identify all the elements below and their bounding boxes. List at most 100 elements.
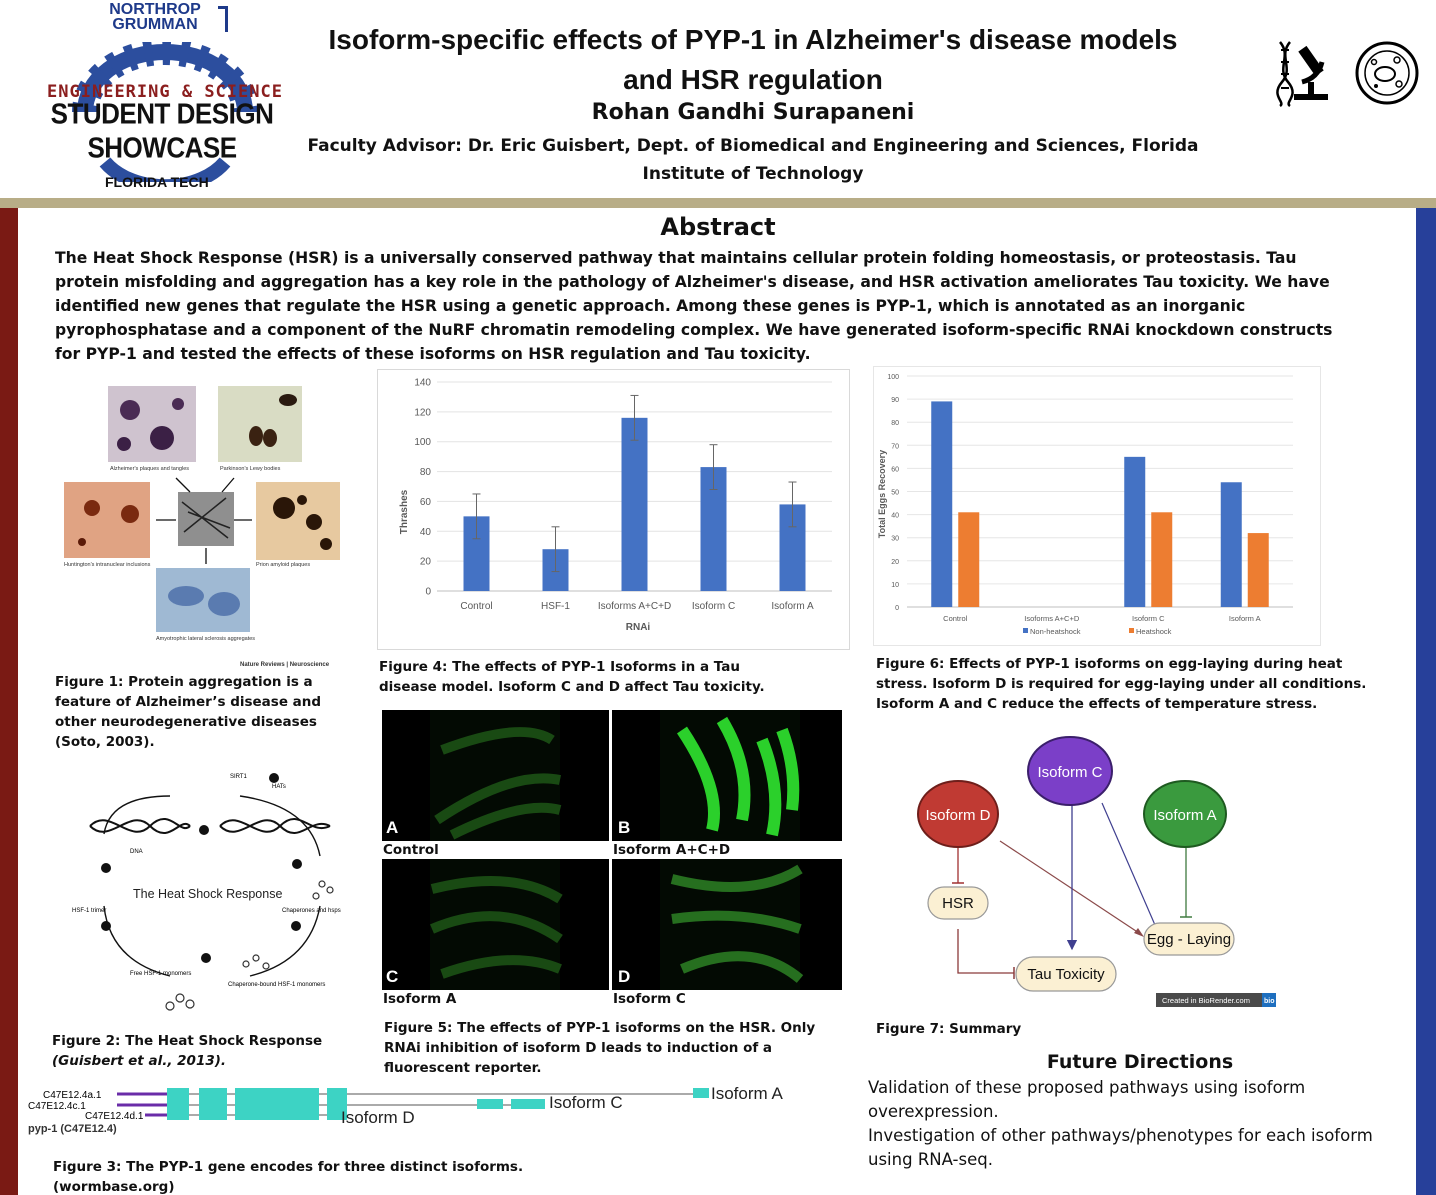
logo-bracket <box>218 6 228 32</box>
figure3-gene-model: C47E12.4a.1 C47E12.4c.1 C47E12.4d.1 pyp-… <box>28 1084 783 1135</box>
panel-c-letter: C <box>386 967 399 986</box>
chart4-category-label: HSF-1 <box>541 601 570 612</box>
edge-hsr-tau <box>957 929 1014 974</box>
figure2-caption: Figure 2: The Heat Shock Response (Guisb… <box>52 1031 352 1071</box>
chart4-ytick: 60 <box>420 497 432 508</box>
fig1-label-alz: Alzheimer's plaques and tangles <box>110 466 189 472</box>
logo-engineering-science: ENGINEERING & SCIENCE <box>47 82 283 102</box>
poster-advisor: Faculty Advisor: Dr. Eric Guisbert, Dept… <box>307 136 1199 184</box>
chart6-bar-0 <box>1124 456 1146 607</box>
fig2-chaperones: Chaperones and hsps <box>282 908 341 914</box>
node-egg-laying: Egg - Laying <box>1143 922 1235 956</box>
panel-a-label: Control <box>383 842 439 858</box>
edge-d-egg <box>999 840 1143 936</box>
figure2-caption-main: Figure 2: The Heat Shock Response <box>52 1033 323 1049</box>
chart6-bar-1 <box>1151 512 1173 607</box>
panel-d-letter: D <box>618 967 631 986</box>
svg-text:Isoform D: Isoform D <box>925 807 990 824</box>
fig2-hats: HATs <box>272 784 286 790</box>
poster-title: Isoform-specific effects of PYP-1 in Alz… <box>328 24 1178 95</box>
figure7-summary-diagram: Isoform C Isoform D Isoform A HSR Egg - … <box>917 736 1276 1007</box>
figure2-caption-cite: (Guisbert et al., 2013). <box>52 1053 227 1069</box>
chart6-category-label: Isoform C <box>1132 614 1165 623</box>
panel-d-label: Isoform C <box>613 991 686 1007</box>
fig3-transcript-a: C47E12.4a.1 <box>43 1090 102 1101</box>
node-isoform-a: Isoform A <box>1143 780 1227 848</box>
chart6-bar-1 <box>958 512 980 607</box>
figure5-panel-a: A <box>382 710 609 841</box>
chart4-category-label: Isoform A <box>771 601 814 612</box>
fig2-bound-monomers: Chaperone-bound HSF-1 monomers <box>228 982 325 988</box>
figure1-aggregation-image: Alzheimer's plaques and tangles Parkinso… <box>64 386 340 668</box>
svg-text:Isoform A: Isoform A <box>1153 807 1216 824</box>
chart4-category-label: Control <box>460 601 492 612</box>
figure5-panel-b: B <box>612 710 842 841</box>
fig1-source: Nature Reviews | Neuroscience <box>240 662 330 668</box>
panel-b-worms <box>660 710 800 841</box>
fig3-label-isoform-c: Isoform C <box>549 1093 623 1112</box>
fig2-step-markers <box>101 773 302 963</box>
future-item-1: Validation of these proposed pathways us… <box>868 1078 1306 1121</box>
panel-c-label: Isoform A <box>383 991 457 1007</box>
chart6-ytick: 50 <box>891 490 899 497</box>
fig1-label-park: Parkinson's Lewy bodies <box>220 466 281 472</box>
panel-a-worms <box>430 710 562 841</box>
fig2-dna: DNA <box>130 849 143 855</box>
abstract-body: The Heat Shock Response (HSR) is a unive… <box>55 249 1333 363</box>
chart4-ylabel: Thrashes <box>399 489 410 534</box>
left-border-bar <box>0 208 18 1195</box>
chart4-ytick: 20 <box>420 557 432 568</box>
fig2-trimer: HSF-1 trimer <box>72 908 106 914</box>
figure7-caption: Figure 7: Summary <box>876 1021 1022 1037</box>
chart4-ytick: 120 <box>414 407 431 418</box>
chart6-ylabel: Total Eggs Recovery <box>877 450 887 538</box>
chart6-ytick: 90 <box>891 397 899 404</box>
showcase-logo: NORTHROP GRUMMAN ENGINEERING & SCIENCE S… <box>10 2 310 192</box>
chart6-ytick: 10 <box>891 582 899 589</box>
chart6-ytick: 100 <box>887 374 899 381</box>
chart6-category-label: Control <box>943 614 968 623</box>
chart6-legend-label: Heatshock <box>1136 627 1172 636</box>
fig3-transcript-d: C47E12.4d.1 <box>85 1111 144 1122</box>
northrop-grumman-logo: NORTHROP GRUMMAN <box>109 1 201 33</box>
figure1-caption: Figure 1: Protein aggregation is a featu… <box>55 674 322 750</box>
chart6-ytick: 70 <box>891 443 899 450</box>
huntingtons-micrograph <box>64 482 150 558</box>
svg-text:bio: bio <box>1264 998 1275 1005</box>
chart6-category-label: Isoforms A+C+D <box>1024 614 1080 623</box>
chart4-ytick: 100 <box>414 437 431 448</box>
fig3-label-isoform-a: Isoform A <box>711 1084 783 1103</box>
figure4-caption: Figure 4: The effects of PYP-1 Isoforms … <box>379 659 765 695</box>
chart4-ytick: 140 <box>414 378 431 389</box>
figure4-thrashes-chart: 0 20 40 60 80 100 120 140 Control HSF-1 Isoforms … <box>377 369 850 650</box>
fig1-label-als: Amyotrophic lateral sclerosis aggregates <box>156 636 255 642</box>
panel-b-label: Isoform A+C+D <box>613 842 731 858</box>
chart6-bar-0 <box>931 401 953 607</box>
figure2-hsr-cycle: SIRT1 HATs DNA The Heat Shock Response H… <box>72 773 341 1011</box>
chart4-ytick: 40 <box>420 527 432 538</box>
gear-icon <box>72 42 258 182</box>
chart6-legend-swatch <box>1129 628 1134 633</box>
figure5-panel-d: D <box>612 859 842 990</box>
fig2-free-monomers: Free HSF-1 monomers <box>130 971 191 977</box>
header-divider <box>0 198 1436 208</box>
svg-text:Created in BioRender.com: Created in BioRender.com <box>1162 996 1250 1005</box>
fig3-label-isoform-d: Isoform D <box>341 1108 415 1127</box>
figure3-caption: Figure 3: The PYP-1 gene encodes for thr… <box>53 1159 524 1195</box>
svg-text:Isoform C: Isoform C <box>1037 764 1102 781</box>
logo-florida-tech: FLORIDA TECH <box>105 174 209 190</box>
chart6-legend-swatch <box>1023 628 1028 633</box>
fig2-protein-shapes <box>165 880 334 1011</box>
chart6-ytick: 30 <box>891 536 899 543</box>
chart4-ytick: 0 <box>425 587 431 598</box>
panel-c-worms <box>430 859 563 990</box>
fig2-sirt1: SIRT1 <box>230 774 248 780</box>
fig1-label-hunt: Huntington's intranuclear inclusions <box>64 562 151 568</box>
alzheimers-micrograph <box>108 386 196 462</box>
figure5-caption: Figure 5: The effects of PYP-1 isoforms … <box>384 1020 816 1076</box>
fig2-center-title: The Heat Shock Response <box>133 887 282 901</box>
logo-student-design-showcase: STUDENT DESIGN SHOWCASE <box>50 96 274 164</box>
chart6-bar-0 <box>1220 482 1242 607</box>
edge-c-egg <box>1101 802 1156 926</box>
right-border-bar <box>1416 208 1436 1195</box>
